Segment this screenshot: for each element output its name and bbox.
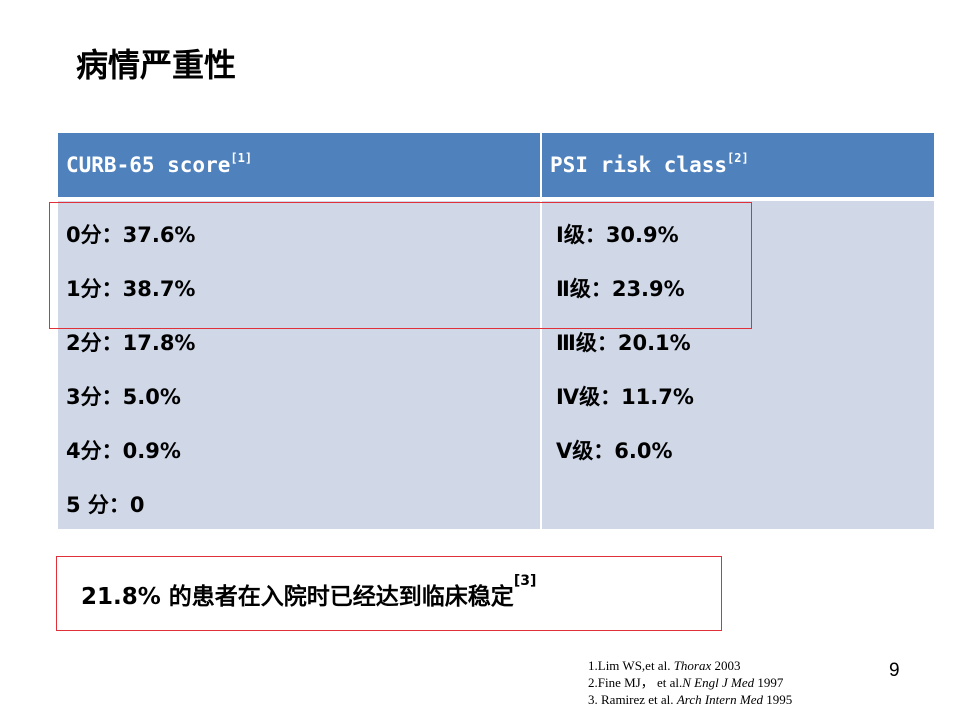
curb65-row: 3分：5.0% (66, 385, 181, 409)
curb65-header-ref: [1] (230, 151, 253, 165)
note-text: 21.8% 的患者在入院时已经达到临床稳定 (81, 584, 514, 610)
curb65-row: 5 分：0 (66, 493, 145, 517)
references: 1.Lim WS,et al. Thorax 2003 2.Fine MJ， e… (588, 657, 792, 708)
clinical-stability-note: 21.8% 的患者在入院时已经达到临床稳定[3] (56, 556, 722, 631)
reference-item: 1.Lim WS,et al. Thorax 2003 (588, 658, 741, 673)
curb65-row: 4分：0.9% (66, 439, 181, 463)
curb65-header-label: CURB-65 score (66, 153, 231, 177)
slide-title: 病情严重性 (76, 46, 237, 84)
severity-table: CURB-65 score[1] 0分：37.6% 1分：38.7% 2分：17… (58, 133, 934, 529)
note-ref: [3] (513, 573, 537, 589)
curb65-row: 0分：37.6% (66, 223, 196, 247)
reference-item: 3. Ramirez et al. Arch Intern Med 1995 (588, 692, 793, 707)
psi-header: PSI risk class[2] (542, 133, 934, 197)
psi-header-ref: [2] (727, 151, 749, 165)
curb65-header: CURB-65 score[1] (58, 133, 540, 197)
highlight-box (49, 202, 752, 329)
psi-row: Ⅴ级：6.0% (556, 439, 673, 463)
reference-item: 2.Fine MJ， et al.N Engl J Med 1997 (588, 675, 784, 690)
curb65-row: 2分：17.8% (66, 331, 196, 355)
psi-row: Ⅲ级：20.1% (556, 331, 691, 355)
curb65-row: 1分：38.7% (66, 277, 196, 301)
psi-header-label: PSI risk class (550, 153, 728, 177)
curb65-column: CURB-65 score[1] 0分：37.6% 1分：38.7% 2分：17… (58, 133, 540, 529)
psi-row: Ⅱ级：23.9% (556, 277, 685, 301)
psi-column: PSI risk class[2] Ⅰ级：30.9% Ⅱ级：23.9% Ⅲ级：2… (542, 133, 934, 529)
page-number: 9 (889, 660, 900, 681)
psi-row: Ⅳ级：11.7% (556, 385, 694, 409)
psi-row: Ⅰ级：30.9% (556, 223, 679, 247)
